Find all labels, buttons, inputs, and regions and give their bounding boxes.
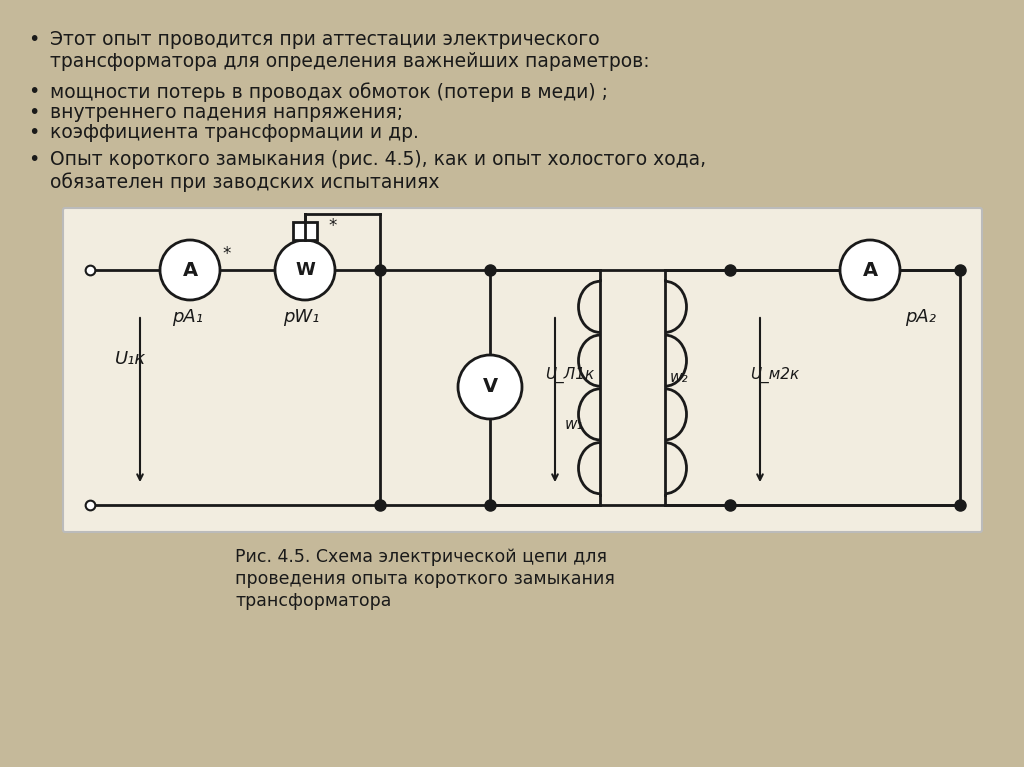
Text: A: A [862, 261, 878, 279]
Circle shape [160, 240, 220, 300]
Text: обязателен при заводских испытаниях: обязателен при заводских испытаниях [50, 172, 439, 192]
Text: Рис. 4.5. Схема электрической цепи для: Рис. 4.5. Схема электрической цепи для [234, 548, 607, 566]
Bar [293, 222, 317, 240]
Text: V: V [482, 377, 498, 397]
Text: Этот опыт проводится при аттестации электрического: Этот опыт проводится при аттестации элек… [50, 30, 600, 49]
Text: w₂: w₂ [670, 370, 688, 384]
Text: A: A [182, 261, 198, 279]
Text: *: * [222, 245, 230, 263]
Circle shape [840, 240, 900, 300]
Text: •: • [28, 150, 39, 169]
Text: •: • [28, 103, 39, 122]
Circle shape [458, 355, 522, 419]
Text: проведения опыта короткого замыкания: проведения опыта короткого замыкания [234, 570, 614, 588]
Text: W: W [295, 261, 315, 279]
Text: рW₁: рW₁ [283, 308, 319, 326]
Text: рА₂: рА₂ [905, 308, 936, 326]
Text: •: • [28, 123, 39, 142]
Circle shape [275, 240, 335, 300]
Text: мощности потерь в проводах обмоток (потери в меди) ;: мощности потерь в проводах обмоток (поте… [50, 82, 608, 102]
Text: U_м2к: U_м2к [750, 367, 800, 384]
Text: рА₁: рА₁ [172, 308, 203, 326]
Text: трансформатора для определения важнейших параметров:: трансформатора для определения важнейших… [50, 52, 649, 71]
Text: •: • [28, 82, 39, 101]
Text: коэффициента трансформации и др.: коэффициента трансформации и др. [50, 123, 419, 142]
Text: w₁: w₁ [565, 417, 584, 432]
Text: •: • [28, 30, 39, 49]
Text: трансформатора: трансформатора [234, 592, 391, 610]
Text: U₁к: U₁к [115, 350, 146, 368]
FancyBboxPatch shape [63, 208, 982, 532]
Text: *: * [329, 217, 337, 235]
Text: внутреннего падения напряжения;: внутреннего падения напряжения; [50, 103, 403, 122]
Text: Опыт короткого замыкания (рис. 4.5), как и опыт холостого хода,: Опыт короткого замыкания (рис. 4.5), как… [50, 150, 707, 169]
Text: U_Л1к: U_Л1к [545, 367, 594, 384]
